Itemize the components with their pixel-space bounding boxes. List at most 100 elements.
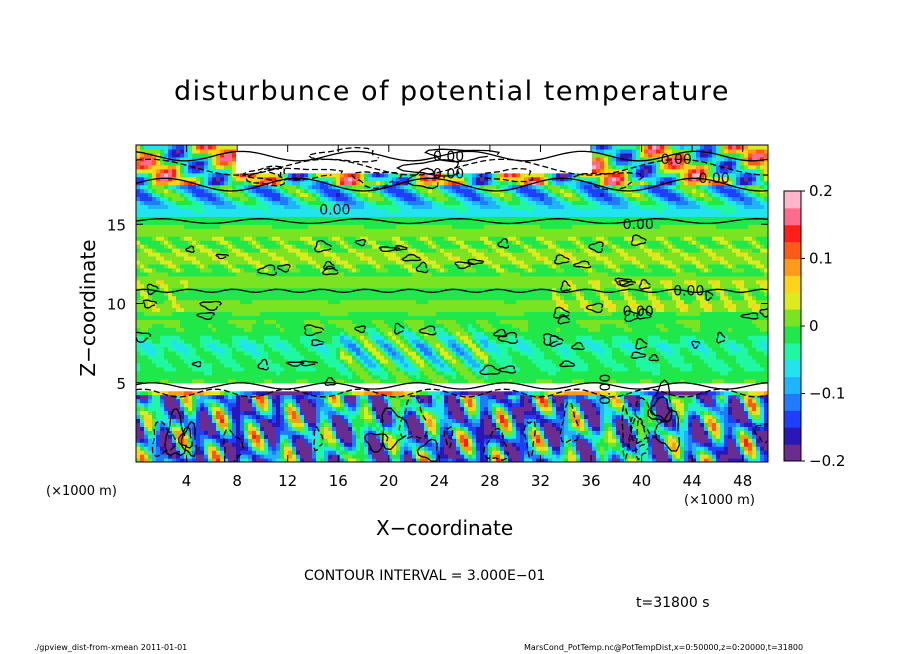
field-cell <box>152 358 157 364</box>
field-cell <box>672 442 677 447</box>
field-cell <box>644 378 649 384</box>
field-cell <box>208 370 213 376</box>
field-cell <box>564 374 569 380</box>
field-cell <box>764 374 768 380</box>
field-cell <box>640 362 645 368</box>
field-cell <box>660 390 665 396</box>
field-cell <box>468 378 473 384</box>
field-cell <box>184 351 189 356</box>
field-cell <box>300 343 305 348</box>
field-cell <box>336 442 341 447</box>
field-cell <box>252 430 257 435</box>
field-cell <box>256 339 261 344</box>
field-cell <box>676 366 681 372</box>
field-cell <box>552 434 557 439</box>
field-cell <box>232 362 237 368</box>
field-cell <box>604 438 609 443</box>
field-cell <box>500 382 505 388</box>
field-cell <box>448 366 453 372</box>
field-cell <box>748 378 753 384</box>
field-cell <box>464 339 469 344</box>
field-cell <box>556 382 561 388</box>
field-cell <box>540 402 545 408</box>
field-cell <box>716 430 721 435</box>
field-cell <box>300 434 305 439</box>
field-cell <box>184 347 189 352</box>
field-cell <box>612 430 617 435</box>
field-cell <box>504 410 509 416</box>
field-cell <box>400 382 405 388</box>
field-cell <box>460 347 465 352</box>
field-cell <box>440 434 445 439</box>
field-cell <box>508 398 513 404</box>
field-cell <box>380 450 385 455</box>
field-cell <box>720 351 725 356</box>
field-cell <box>560 426 565 431</box>
field-cell <box>400 402 405 408</box>
field-cell <box>540 398 545 404</box>
field-cell <box>460 355 465 360</box>
field-cell <box>524 355 529 360</box>
field-cell <box>560 418 565 423</box>
field-cell <box>724 402 729 408</box>
field-cell <box>396 406 401 412</box>
field-cell <box>624 434 629 439</box>
field-cell <box>576 358 581 364</box>
field-cell <box>476 446 481 451</box>
field-cell <box>436 402 441 408</box>
field-cell <box>696 351 701 356</box>
field-cell <box>372 378 377 384</box>
field-cell <box>336 450 341 455</box>
field-cell <box>532 402 537 408</box>
field-cell <box>268 402 273 408</box>
field-cell <box>428 366 433 372</box>
field-cell <box>512 386 517 392</box>
field-cell <box>684 454 689 459</box>
field-cell <box>460 382 465 388</box>
field-cell <box>360 386 365 392</box>
field-cell <box>548 378 553 384</box>
field-cell <box>256 398 261 404</box>
field-cell <box>228 450 233 455</box>
field-cell <box>360 450 365 455</box>
field-cell <box>304 438 309 443</box>
field-cell <box>268 442 273 447</box>
field-cell <box>576 366 581 372</box>
field-cell <box>528 434 533 439</box>
field-cell <box>672 355 677 360</box>
field-cell <box>656 398 661 404</box>
field-cell <box>280 343 285 348</box>
field-cell <box>704 351 709 356</box>
field-cell <box>656 370 661 376</box>
field-cell <box>320 382 325 388</box>
field-cell <box>176 378 181 384</box>
field-cell <box>292 374 297 380</box>
field-cell <box>556 339 561 344</box>
field-cell <box>180 390 185 396</box>
field-cell <box>208 438 213 443</box>
field-cell <box>340 410 345 416</box>
field-cell <box>264 434 269 439</box>
field-cell <box>324 422 329 427</box>
field-cell <box>444 450 449 455</box>
field-cell <box>360 418 365 423</box>
field-cell <box>740 347 745 352</box>
field-cell <box>700 430 705 435</box>
x-axis-label: X−coordinate <box>376 516 514 540</box>
field-cell <box>376 378 381 384</box>
field-cell <box>416 351 421 356</box>
field-cell <box>284 370 289 376</box>
field-cell <box>724 390 729 396</box>
field-cell <box>684 442 689 447</box>
field-cell <box>404 366 409 372</box>
field-cell <box>512 426 517 431</box>
field-cell <box>148 450 153 455</box>
field-cell <box>236 422 241 427</box>
field-cell <box>704 390 709 396</box>
field-cell <box>324 351 329 356</box>
field-cell <box>568 374 573 380</box>
field-cell <box>600 434 605 439</box>
field-cell <box>272 351 277 356</box>
field-cell <box>460 351 465 356</box>
field-cell <box>596 370 601 376</box>
